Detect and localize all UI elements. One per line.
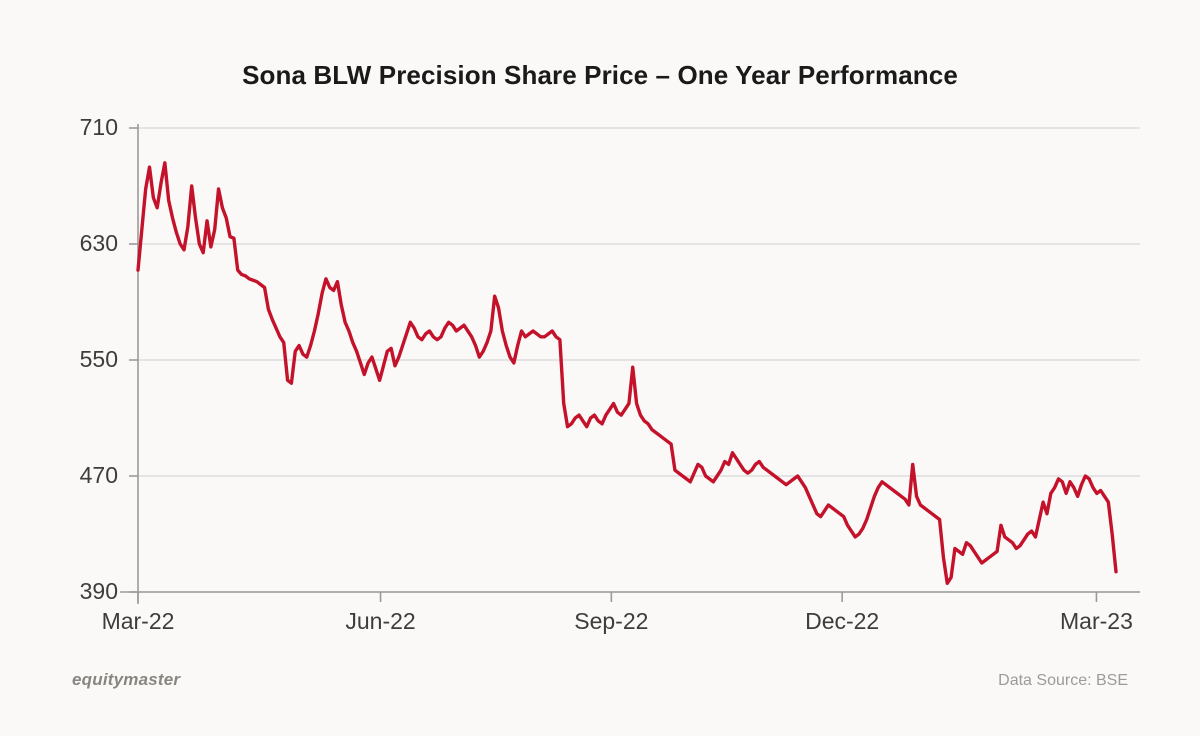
y-tick-label: 710 <box>52 114 118 140</box>
y-tick-label: 550 <box>52 346 118 372</box>
y-tick-label-text: 550 <box>79 346 118 372</box>
y-tick-label: 390 <box>52 578 118 604</box>
y-tick-label: 630 <box>52 230 118 256</box>
y-tick-label-text: 470 <box>79 462 118 488</box>
equitymaster-watermark: equitymaster <box>72 670 181 689</box>
x-tick-label-text: Dec-22 <box>805 608 880 634</box>
data-source-label: Data Source: BSE <box>998 672 1128 689</box>
x-tick-label-text: Mar-23 <box>1060 608 1133 634</box>
x-tick-label-text: Mar-22 <box>101 608 175 634</box>
series-line-share-price <box>136 161 1118 585</box>
x-tick-label-text: Sep-22 <box>574 608 649 634</box>
y-tick-label-text: 710 <box>79 114 118 140</box>
y-tick-label-text: 390 <box>79 578 118 604</box>
y-tick-label: 470 <box>52 462 118 488</box>
chart-title: Sona BLW Precision Share Price – One Yea… <box>242 60 958 90</box>
y-tick-label-text: 630 <box>79 230 118 256</box>
x-tick-label-text: Jun-22 <box>345 608 416 634</box>
